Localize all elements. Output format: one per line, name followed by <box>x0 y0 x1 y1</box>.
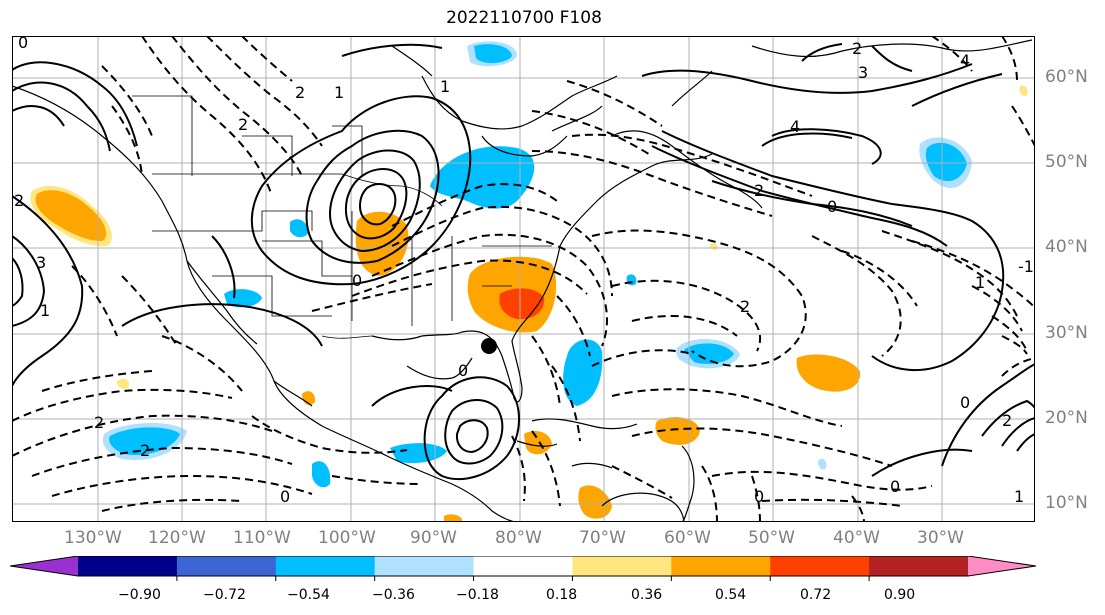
contour-label: 0 <box>890 477 900 496</box>
map-plot: 0 1 2 2 3 4 4 0 1 2 2 0 2 -1 1 0 0 0 1 2… <box>12 36 1035 522</box>
lat-label: 30°N <box>1045 323 1088 343</box>
lat-label: 50°N <box>1045 152 1088 172</box>
lon-label: 50°W <box>748 528 795 548</box>
contour-label: 2 <box>1002 411 1012 430</box>
positive-anomaly-region <box>796 354 861 392</box>
lon-label: 120°W <box>148 528 206 548</box>
colorbar <box>10 556 1036 581</box>
lon-label: 110°W <box>233 528 291 548</box>
colorbar-cell <box>275 556 376 576</box>
contour-label: 2 <box>295 83 305 102</box>
positive-anomaly-region <box>444 514 463 522</box>
negative-anomaly-region <box>925 142 967 182</box>
lat-label: 40°N <box>1045 237 1088 257</box>
negative-anomaly-region <box>563 339 603 406</box>
contour-label: 3 <box>36 253 46 272</box>
map-title: 2022110700 F108 <box>446 8 602 28</box>
contour-label: 1 <box>975 273 985 292</box>
contour-label: 1 <box>1014 487 1024 506</box>
positive-anomaly-region <box>1019 85 1028 96</box>
contour-label: 2 <box>754 181 764 200</box>
negative-anomaly-region <box>430 146 535 209</box>
lat-label: 10°N <box>1045 493 1088 513</box>
contour-label: 0 <box>754 487 764 506</box>
lon-label: 60°W <box>664 528 711 548</box>
colorbar-tick-label: −0.90 <box>118 587 161 603</box>
contour-label: 2 <box>852 39 862 58</box>
contour-lines <box>12 43 1035 481</box>
colorbar-cell <box>770 556 870 576</box>
contour-label: 0 <box>960 393 970 412</box>
contour-label: 1 <box>40 301 50 320</box>
contour-label: 4 <box>960 51 970 70</box>
contour-label: 1 <box>440 77 450 96</box>
contour-label: 2 <box>740 297 750 316</box>
lon-label: 90°W <box>410 528 457 548</box>
contour-label: 0 <box>352 271 362 290</box>
contour-lines-dashed <box>12 36 1035 522</box>
contour-label: 0 <box>18 36 28 52</box>
colorbar-cell <box>374 556 475 576</box>
colorbar-tick-label: 0.72 <box>800 587 832 603</box>
gridlines <box>12 36 1035 522</box>
colorbar-tick-label: 0.36 <box>631 587 663 603</box>
contour-label: 2 <box>94 413 104 432</box>
positive-anomaly-region <box>35 190 107 241</box>
lon-label: 100°W <box>318 528 376 548</box>
contour-label: 0 <box>827 197 837 216</box>
contour-label: 2 <box>238 115 248 134</box>
colorbar-cell <box>572 556 672 576</box>
contour-label: 0 <box>280 487 290 506</box>
colorbar-cell <box>473 556 573 576</box>
lat-label: 20°N <box>1045 408 1088 428</box>
colorbar-extend-high <box>968 556 1036 576</box>
negative-anomaly-region <box>474 44 512 64</box>
colorbar-cell <box>176 556 277 576</box>
colorbar-tick-label: −0.72 <box>203 587 246 603</box>
colorbar-tick-label: 0.18 <box>546 587 578 603</box>
contour-label: 4 <box>790 117 800 136</box>
contour-label: 3 <box>858 63 868 82</box>
negative-anomaly-region <box>684 343 734 364</box>
contour-label: 2 <box>140 441 150 460</box>
colorbar-extend-low <box>10 556 78 576</box>
shaded-anomalies <box>30 41 1028 522</box>
lat-label: 60°N <box>1045 67 1088 87</box>
lon-label: 80°W <box>495 528 542 548</box>
colorbar-cell <box>78 556 178 576</box>
lon-label: 40°W <box>833 528 880 548</box>
colorbar-tick-label: −0.54 <box>287 587 330 603</box>
positive-anomaly-region <box>524 431 552 455</box>
colorbar-tick-label: 0.54 <box>715 587 747 603</box>
contour-label: 2 <box>14 191 24 210</box>
colorbar-tick-label: 0.90 <box>884 587 916 603</box>
colorbar-tick-label: −0.18 <box>456 587 499 603</box>
contour-label-group: 0 1 2 2 3 4 4 0 1 2 2 0 2 -1 1 0 0 0 1 2… <box>14 36 1034 506</box>
lon-label: 30°W <box>917 528 964 548</box>
coastlines <box>12 39 1033 522</box>
colorbar-cell <box>671 556 771 576</box>
colorbar-tick-label: −0.36 <box>372 587 415 603</box>
contour-label: -1 <box>1018 257 1034 276</box>
colorbar-cell <box>869 556 969 576</box>
borders <box>132 95 552 339</box>
contour-label: 1 <box>334 83 344 102</box>
lon-label: 70°W <box>579 528 626 548</box>
negative-anomaly-region <box>390 443 447 464</box>
storm-center-marker <box>481 338 497 354</box>
positive-anomaly-region <box>116 378 130 389</box>
negative-anomaly-region <box>290 219 309 238</box>
contour-label: 0 <box>458 361 468 380</box>
negative-anomaly-region <box>312 461 331 488</box>
negative-anomaly-region <box>818 458 827 470</box>
lon-label: 130°W <box>64 528 122 548</box>
